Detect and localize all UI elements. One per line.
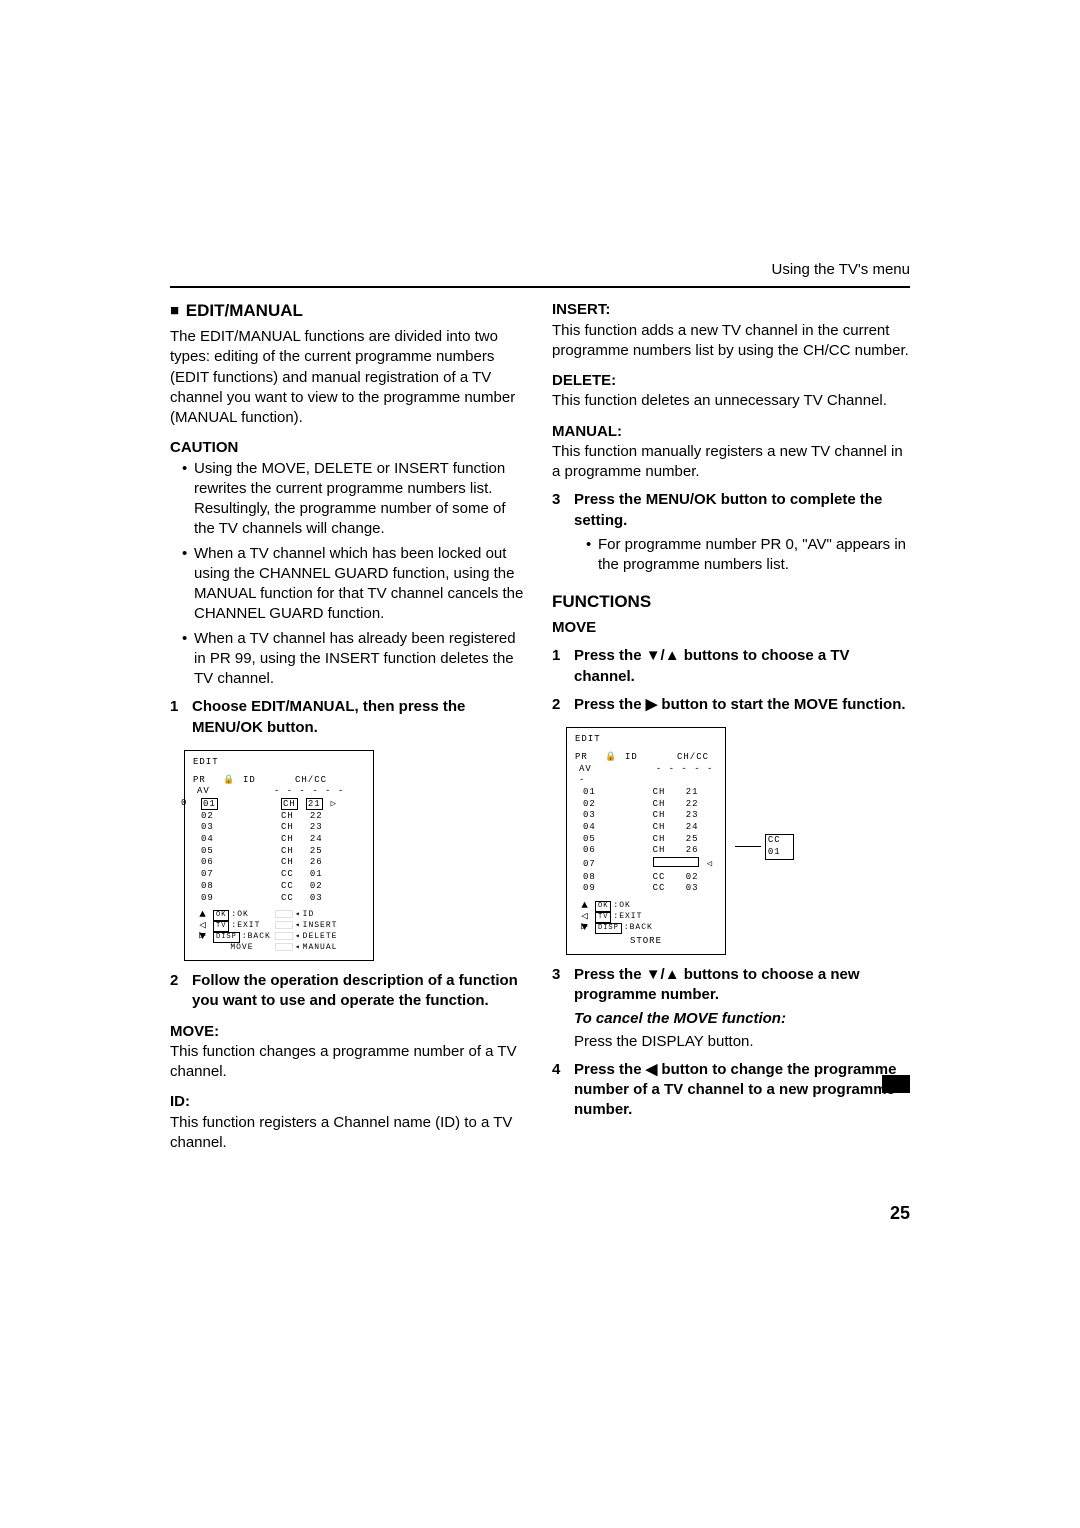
insert-body: This function adds a new TV channel in t…: [552, 321, 910, 362]
func-step-4: 4Press the ◀ button to change the progra…: [552, 1060, 910, 1121]
edit-manual-title: ■ EDIT/MANUAL: [170, 300, 528, 323]
step-3: 3 Press the MENU/OK button to complete t…: [552, 490, 910, 531]
move-body: This function changes a programme number…: [170, 1042, 528, 1083]
functions-title: FUNCTIONS: [552, 591, 910, 614]
move-title: MOVE:: [170, 1022, 528, 1042]
insert-title: INSERT:: [552, 300, 910, 320]
step-2: 2 Follow the operation description of a …: [170, 971, 528, 1012]
edit-diagram-1: EDIT PR🔒IDCH/CC AV- - - - - - 001CH21▷02…: [184, 750, 528, 961]
thumb-tab: [882, 1075, 910, 1093]
caution-item: When a TV channel has already been regis…: [182, 629, 528, 690]
delete-body: This function deletes an unnecessary TV …: [552, 391, 910, 411]
id-body: This function registers a Channel name (…: [170, 1113, 528, 1154]
func-step-1: 1Press the ▼/▲ buttons to choose a TV ch…: [552, 646, 910, 687]
func-step-2: 2Press the ▶ button to start the MOVE fu…: [552, 695, 910, 715]
caution-title: CAUTION: [170, 438, 528, 458]
page-number: 25: [170, 1201, 910, 1225]
caution-list: Using the MOVE, DELETE or INSERT functio…: [170, 459, 528, 690]
caution-item: Using the MOVE, DELETE or INSERT functio…: [182, 459, 528, 540]
left-column: ■ EDIT/MANUAL The EDIT/MANUAL functions …: [170, 300, 528, 1153]
delete-title: DELETE:: [552, 371, 910, 391]
step-3-sublist: For programme number PR 0, "AV" appears …: [574, 535, 910, 576]
func-step-3: 3Press the ▼/▲ buttons to choose a new p…: [552, 965, 910, 1006]
cancel-move-title: To cancel the MOVE function:: [574, 1009, 910, 1029]
cancel-move-body: Press the DISPLAY button.: [574, 1032, 910, 1052]
edit-manual-intro: The EDIT/MANUAL functions are divided in…: [170, 327, 528, 428]
step-1: 1 Choose EDIT/MANUAL, then press the MEN…: [170, 697, 528, 738]
step-3-sub: For programme number PR 0, "AV" appears …: [586, 535, 910, 576]
manual-title: MANUAL:: [552, 422, 910, 442]
edit-diagram-2: EDIT PR🔒IDCH/CC AV- - - - - - 01CH2102CH…: [566, 727, 910, 955]
id-title: ID:: [170, 1092, 528, 1112]
caution-item: When a TV channel which has been locked …: [182, 544, 528, 625]
manual-body: This function manually registers a new T…: [552, 442, 910, 483]
header-breadcrumb: Using the TV's menu: [170, 260, 910, 280]
right-column: INSERT: This function adds a new TV chan…: [552, 300, 910, 1153]
header-rule: [170, 286, 910, 288]
functions-move-title: MOVE: [552, 618, 910, 638]
